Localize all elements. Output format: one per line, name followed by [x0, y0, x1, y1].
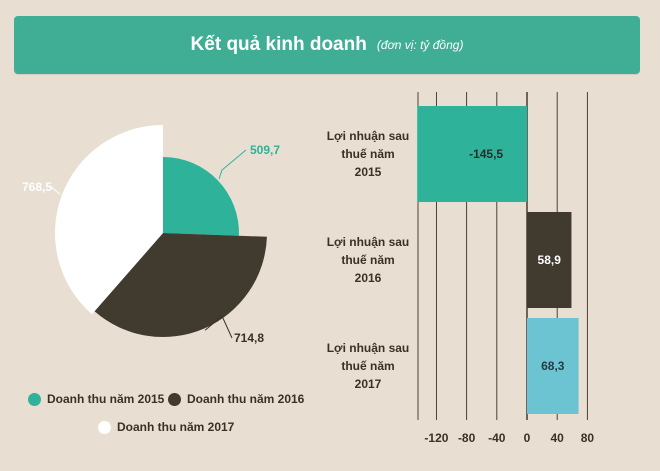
bar-1 [417, 106, 527, 202]
category-label-line: Lợi nhuận sau [327, 235, 410, 249]
x-tick-label-5: 40 [551, 431, 565, 445]
legend-label-3: Doanh thu năm 2017 [117, 420, 235, 434]
category-label-line: Lợi nhuận sau [327, 129, 410, 143]
x-tick-label-1: -120 [424, 431, 448, 445]
category-label-line: Lợi nhuận sau [327, 341, 410, 355]
category-label-line: 2017 [355, 377, 382, 391]
pie-value-label-2: 714,8 [234, 331, 264, 345]
pie-value-label-3: 768,5 [22, 180, 52, 194]
pie-chart: 509,7 714,8 768,5 [22, 125, 280, 345]
bar-value-label-1: -145,5 [469, 147, 503, 161]
bar-value-label-2: 58,9 [538, 253, 562, 267]
legend-item-1: Doanh thu năm 2015 [28, 392, 164, 406]
category-label-line: 2015 [355, 165, 382, 179]
unit-label: (đơn vị: tỷ đồng) [376, 38, 464, 52]
pie-leader-line-2 [204, 315, 233, 339]
legend-item-2: Doanh thu năm 2016 [168, 392, 304, 406]
legend-label-2: Doanh thu năm 2016 [187, 392, 305, 406]
x-tick-label-2: -80 [458, 431, 476, 445]
category-label-line: thuế năm [341, 147, 394, 161]
bar-2 [527, 212, 572, 308]
category-label-3: Lợi nhuận sau thuế năm 2017 [327, 341, 410, 391]
category-label-line: thuế năm [341, 359, 394, 373]
pie-leader-line-1 [218, 149, 247, 180]
pie-slice-1 [163, 157, 239, 236]
bar-3 [527, 318, 579, 414]
category-label-line: thuế năm [341, 253, 394, 267]
title-banner: Kết quả kinh doanh (đơn vị: tỷ đồng) [14, 16, 640, 74]
legend-swatch-2 [168, 392, 181, 406]
x-tick-label-3: -40 [488, 431, 506, 445]
pie-value-label-1: 509,7 [250, 143, 280, 157]
pie-slice-2 [94, 233, 267, 337]
category-label-1: Lợi nhuận sau thuế năm 2015 [327, 129, 410, 179]
bar-value-label-3: 68,3 [541, 359, 565, 373]
legend-swatch-3 [98, 420, 111, 434]
bar-chart: -120 -80 -40 0 40 80 -145,5 Lợi nhuận sau thuế n… [327, 92, 595, 445]
legend-label-1: Doanh thu năm 2015 [47, 392, 165, 406]
pie-slice-3 [54, 125, 163, 315]
category-label-line: 2016 [355, 271, 382, 285]
chart-title: Kết quả kinh doanh [190, 34, 367, 55]
pie-leader-line-3 [49, 185, 61, 195]
x-tick-label-4: 0 [524, 431, 531, 445]
x-tick-label-6: 80 [581, 431, 595, 445]
legend-item-3: Doanh thu năm 2017 [98, 420, 234, 434]
category-label-2: Lợi nhuận sau thuế năm 2016 [327, 235, 410, 285]
legend-swatch-1 [28, 392, 41, 406]
